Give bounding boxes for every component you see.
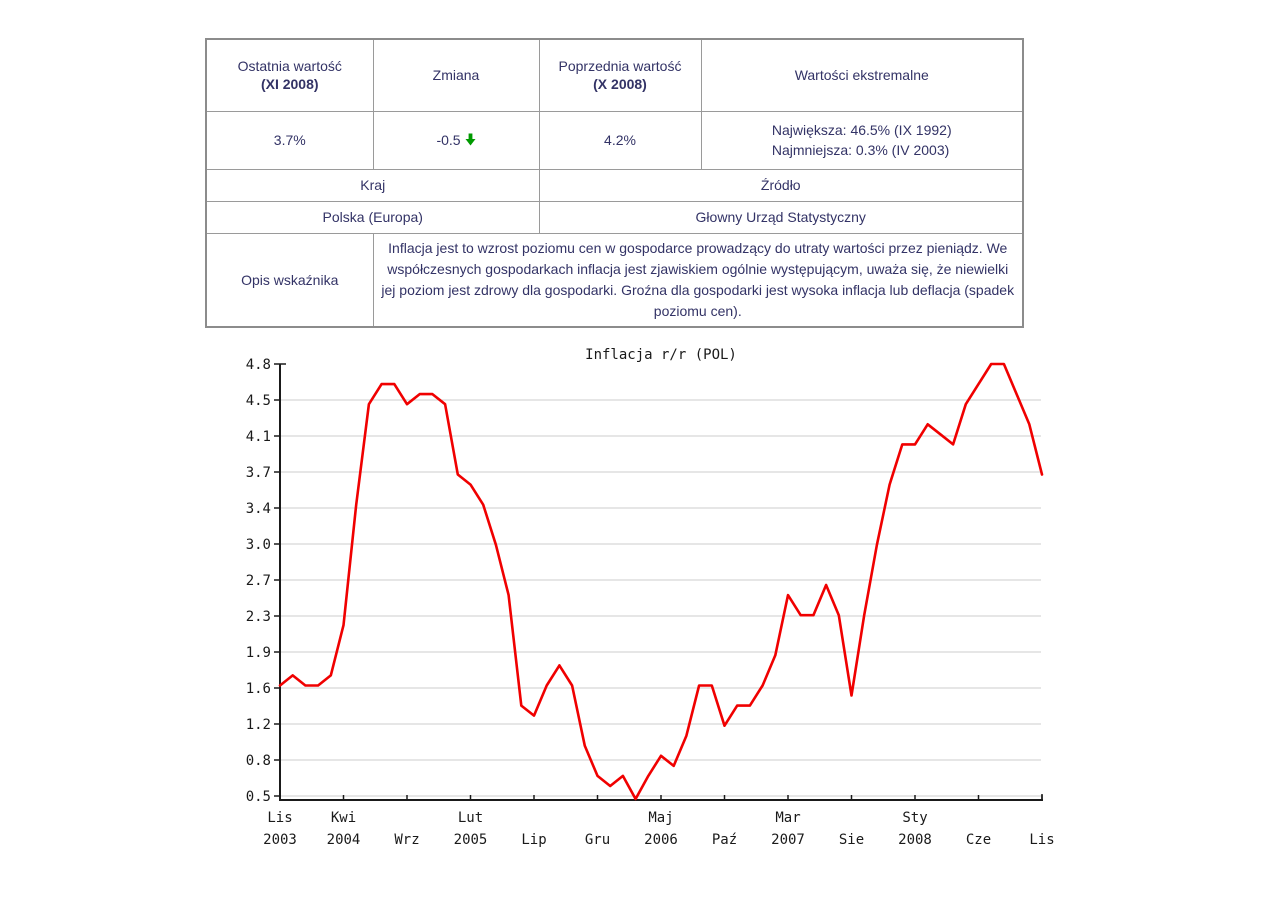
source-value-cell: Głowny Urząd Statystyczny xyxy=(538,200,1024,234)
x-tick-month-label: Lut xyxy=(458,810,483,826)
x-tick-month-label: Paź xyxy=(712,832,737,848)
y-tick-label: 4.5 xyxy=(246,393,271,409)
x-tick-month-label: Sty xyxy=(902,810,927,826)
chart-line xyxy=(278,362,1044,801)
previous-value-header: Poprzednia wartość (X 2008) xyxy=(538,38,702,112)
change-cell: -0.5 xyxy=(372,110,540,170)
change-value: -0.5 xyxy=(436,131,461,148)
y-tick-label: 2.7 xyxy=(246,573,271,589)
y-tick-label: 0.5 xyxy=(246,789,271,805)
change-header: Zmiana xyxy=(372,38,540,112)
y-tick-label: 3.7 xyxy=(246,465,271,481)
last-value-cell: 3.7% xyxy=(205,110,374,170)
last-value-header-label: Ostatnia wartość xyxy=(237,58,342,75)
y-tick-label: 3.0 xyxy=(246,537,271,553)
y-tick-label: 1.6 xyxy=(246,681,271,697)
previous-value-cell: 4.2% xyxy=(538,110,702,170)
x-tick-year-label: 2007 xyxy=(771,832,805,848)
x-tick-month-label: Lis xyxy=(267,810,292,826)
description-text-cell: Inflacja jest to wzrost poziomu cen w go… xyxy=(372,232,1024,327)
extreme-min: Najmniejsza: 0.3% (IV 2003) xyxy=(771,142,950,158)
x-tick-month-label: Maj xyxy=(648,810,673,826)
x-tick-year-label: 2008 xyxy=(898,832,932,848)
last-value-period: (XI 2008) xyxy=(260,76,319,93)
y-tick-label: 4.1 xyxy=(246,429,271,445)
change-header-label: Zmiana xyxy=(432,67,480,84)
x-tick-year-label: 2003 xyxy=(263,832,297,848)
extremes-header-label: Wartości ekstremalne xyxy=(794,67,929,84)
x-tick-year-label: 2004 xyxy=(327,832,361,848)
x-tick-month-label: Kwi xyxy=(331,810,356,826)
source-header-cell: Źródło xyxy=(538,168,1024,202)
x-tick-month-label: Sie xyxy=(839,832,864,848)
country-header-cell: Kraj xyxy=(205,168,540,202)
previous-value-period: (X 2008) xyxy=(593,76,647,93)
y-tick-label: 0.8 xyxy=(246,753,271,769)
description-header-cell: Opis wskaźnika xyxy=(205,232,374,327)
extremes-header: Wartości ekstremalne xyxy=(700,38,1024,112)
country-value-cell: Polska (Europa) xyxy=(205,200,540,234)
y-tick-label: 1.2 xyxy=(246,717,271,733)
y-tick-label: 3.4 xyxy=(246,501,271,517)
extreme-max: Największa: 46.5% (IX 1992) xyxy=(771,122,952,138)
y-tick-label: 4.8 xyxy=(246,357,271,373)
previous-value-header-label: Poprzednia wartość xyxy=(558,58,682,75)
last-value-header: Ostatnia wartość (XI 2008) xyxy=(205,38,374,112)
x-tick-year-label: 2005 xyxy=(454,832,488,848)
x-tick-month-label: Mar xyxy=(775,810,800,826)
y-tick-label: 1.9 xyxy=(246,645,271,661)
down-arrow-icon xyxy=(465,133,476,149)
x-tick-month-label: Wrz xyxy=(394,832,419,848)
x-tick-month-label: Lis xyxy=(1029,832,1054,848)
x-tick-year-label: 2006 xyxy=(644,832,678,848)
indicator-summary-table: Ostatnia wartość (XI 2008) Zmiana Poprze… xyxy=(205,38,1024,328)
extremes-cell: Największa: 46.5% (IX 1992) Najmniejsza:… xyxy=(700,110,1024,170)
x-tick-month-label: Gru xyxy=(585,832,610,848)
y-tick-label: 2.3 xyxy=(246,609,271,625)
chart-title: Inflacja r/r (POL) xyxy=(585,347,737,363)
x-tick-month-label: Cze xyxy=(966,832,991,848)
x-tick-month-label: Lip xyxy=(521,832,546,848)
